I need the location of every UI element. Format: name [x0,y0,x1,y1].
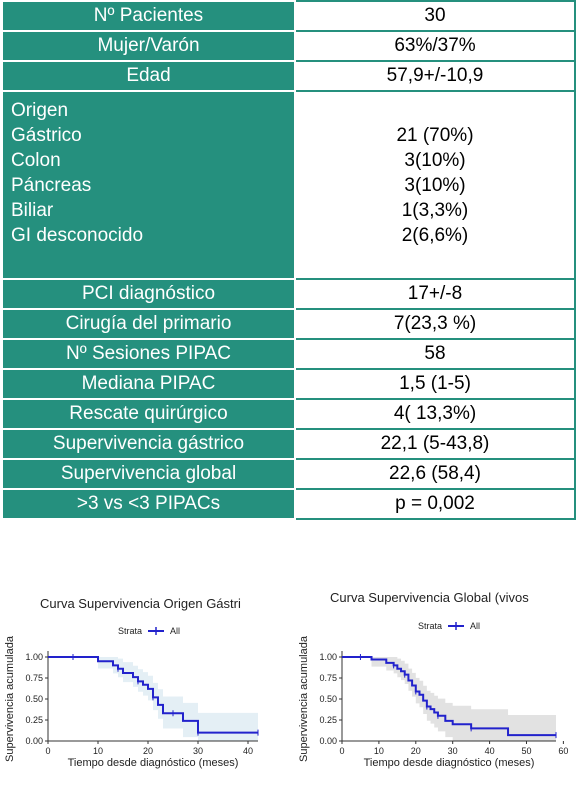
origin-label: Origen [11,99,69,121]
y-tick-label: 0.75 [319,673,337,683]
table-row: Rescate quirúrgico 4( 13,3%) [1,398,576,430]
legend-label: All [170,626,180,636]
row-value: 4( 13,3%) [294,398,576,430]
row-value: 22,6 (58,4) [294,458,576,490]
summary-table: Nº Pacientes 30 Mujer/Varón 63%/37% Edad 57,9… [1,0,576,520]
survival-line [48,656,258,734]
x-axis-label: Tiempo desde diagnóstico (meses) [68,757,239,769]
x-tick-label: 20 [143,746,153,756]
row-label: Edad [1,60,296,92]
origin-row: Origen Gástrico Colon Páncreas Biliar GI desc… [1,90,576,280]
origin-label: Páncreas [11,174,92,196]
row-label: >3 vs <3 PIPACs [1,488,296,520]
table-row: >3 vs <3 PIPACs p = 0,002 [1,488,576,520]
table-row: Supervivencia global 22,6 (58,4) [1,458,576,490]
row-value: 1,5 (1-5) [294,368,576,400]
row-label: PCI diagnóstico [1,278,296,310]
row-label: Nº Sesiones PIPAC [1,338,296,370]
row-label: Mujer/Varón [1,30,296,62]
table-row: Mediana PIPAC 1,5 (1-5) [1,368,576,400]
row-label: Nº Pacientes [1,0,296,32]
y-axis-label: Supervivencia acumulada [298,635,310,762]
origin-value: 3(10%) [404,174,466,196]
row-value: p = 0,002 [294,488,576,520]
y-tick-label: 0.50 [319,694,337,704]
x-tick-label: 50 [521,746,531,756]
origin-value [296,98,574,123]
x-tick-label: 10 [93,746,103,756]
origin-value: 3(10%) [404,149,466,171]
origin-values: 21 (70%) 3(10%) 3(10%) 1(3,3%) 2(6,6%) [294,90,576,280]
table-row: PCI diagnóstico 17+/-8 [1,278,576,310]
chart-title: Curva Supervivencia Origen Gástri [40,596,241,611]
survival-chart-global: Curva Supervivencia Global (vivos Strata A… [298,590,568,769]
y-axis-label: Supervivencia acumulada [4,635,16,762]
table-row: Nº Sesiones PIPAC 58 [1,338,576,370]
x-tick-label: 30 [448,746,458,756]
origin-label: Gástrico [11,124,82,146]
table-row: Edad 57,9+/-10,9 [1,60,576,92]
legend-label: All [470,621,480,631]
origin-label: Colon [11,149,61,171]
x-tick-label: 20 [411,746,421,756]
origin-labels: Origen Gástrico Colon Páncreas Biliar GI desc… [1,90,296,280]
legend-title: Strata [118,626,142,636]
confidence-band [342,657,556,741]
x-tick-label: 0 [45,746,50,756]
row-label: Mediana PIPAC [1,368,296,400]
row-value: 63%/37% [294,30,576,62]
row-label: Rescate quirúrgico [1,398,296,430]
row-value: 30 [294,0,576,32]
table-row: Mujer/Varón 63%/37% [1,30,576,62]
table-row: Nº Pacientes 30 [1,0,576,32]
survival-chart-gastric: Curva Supervivencia Origen Gástri Strata A… [4,596,259,769]
y-tick-label: 0.25 [25,715,43,725]
x-tick-label: 40 [243,746,253,756]
y-tick-label: 0.25 [319,715,337,725]
legend-title: Strata [418,621,442,631]
x-axis-label: Tiempo desde diagnóstico (meses) [364,757,535,769]
row-value: 7(23,3 %) [294,308,576,340]
table-row: Supervivencia gástrico 22,1 (5-43,8) [1,428,576,460]
row-value: 57,9+/-10,9 [294,60,576,92]
y-tick-label: 1.00 [319,652,337,662]
row-value: 22,1 (5-43,8) [294,428,576,460]
chart-title: Curva Supervivencia Global (vivos [330,590,529,605]
row-value: 58 [294,338,576,370]
y-tick-label: 1.00 [25,652,43,662]
y-tick-label: 0.75 [25,673,43,683]
y-tick-label: 0.00 [25,736,43,746]
x-tick-label: 0 [339,746,344,756]
x-tick-label: 30 [193,746,203,756]
x-tick-label: 40 [485,746,495,756]
row-label: Cirugía del primario [1,308,296,340]
origin-label: GI desconocido [11,224,144,246]
y-tick-label: 0.50 [25,694,43,704]
row-label: Supervivencia global [1,458,296,490]
y-tick-label: 0.00 [319,736,337,746]
origin-value: 1(3,3%) [401,199,469,221]
x-tick-label: 10 [374,746,384,756]
row-value: 17+/-8 [294,278,576,310]
origin-label: Biliar [11,199,54,221]
origin-value: 21 (70%) [396,124,474,146]
table-row: Cirugía del primario 7(23,3 %) [1,308,576,340]
x-tick-label: 60 [558,746,568,756]
origin-value: 2(6,6%) [401,224,469,246]
row-label: Supervivencia gástrico [1,428,296,460]
